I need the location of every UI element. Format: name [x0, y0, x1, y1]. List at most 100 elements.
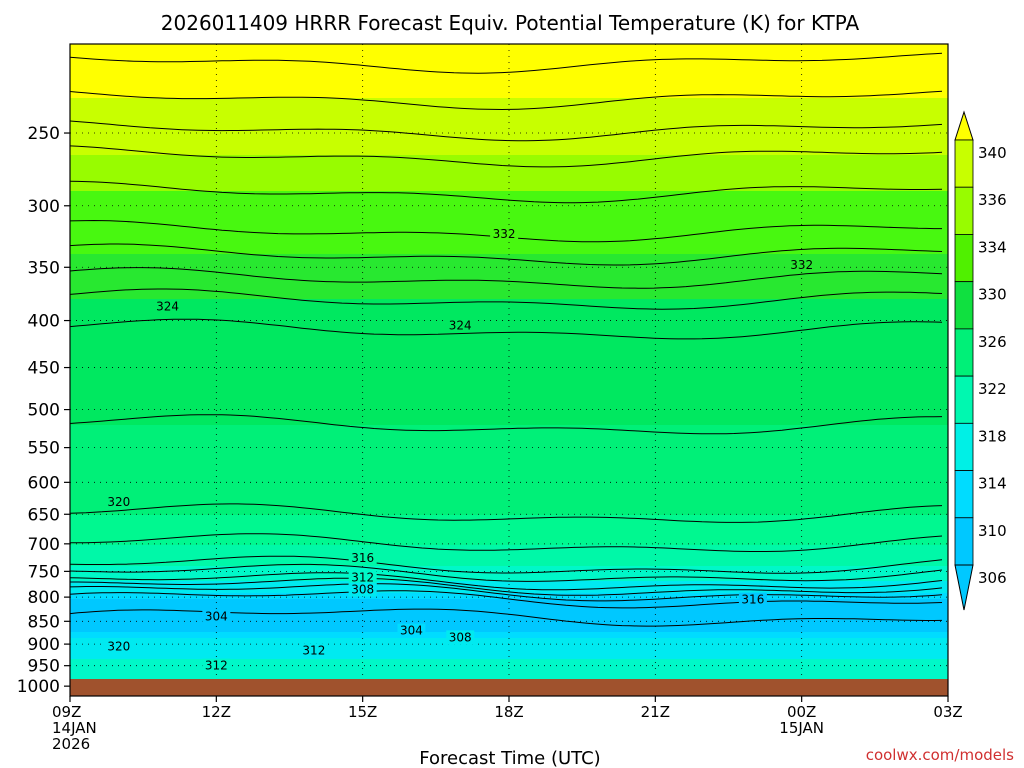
theta-band	[70, 224, 948, 228]
y-tick-label: 500	[28, 401, 60, 421]
theta-band	[70, 626, 948, 630]
theta-band	[70, 647, 948, 651]
theta-band	[70, 386, 948, 390]
theta-band	[70, 578, 948, 582]
x-tick-label: 03Z	[933, 703, 962, 721]
theta-band	[70, 215, 948, 219]
x-tick-label-line: 21Z	[641, 703, 670, 721]
x-tick-label-line: 12Z	[202, 703, 231, 721]
theta-band	[70, 521, 948, 525]
contour-label-bg	[104, 494, 133, 509]
theta-band	[70, 188, 948, 192]
theta-band	[70, 560, 948, 564]
contour-label: 312	[299, 643, 328, 658]
theta-band	[70, 302, 948, 306]
theta-band	[70, 182, 948, 186]
contour-label: 332	[787, 257, 816, 272]
theta-band	[70, 98, 948, 102]
theta-band	[70, 575, 948, 579]
theta-band	[70, 671, 948, 675]
theta-band	[70, 314, 948, 318]
theta-band	[70, 113, 948, 117]
theta-band	[70, 200, 948, 204]
x-tick-label: 15Z	[348, 703, 377, 721]
theta-band	[70, 572, 948, 576]
theta-band	[70, 338, 948, 342]
theta-band	[70, 344, 948, 348]
contour-label: 324	[446, 318, 475, 333]
theta-band	[70, 536, 948, 540]
colorbar-segment	[954, 328, 974, 377]
colorbar-segment	[954, 422, 974, 471]
theta-band	[70, 329, 948, 333]
contour-label-text: 312	[205, 659, 228, 673]
theta-band	[70, 173, 948, 177]
colorbar-label: 306	[978, 569, 1007, 587]
theta-band	[70, 569, 948, 573]
theta-band	[70, 677, 948, 681]
colorbar-segment	[954, 281, 974, 330]
theta-band	[70, 557, 948, 561]
theta-band	[70, 251, 948, 255]
theta-band	[70, 584, 948, 588]
theta-band	[70, 611, 948, 615]
contour-label: 308	[348, 582, 377, 597]
theta-band	[70, 170, 948, 174]
theta-band	[70, 380, 948, 384]
theta-band	[70, 197, 948, 201]
theta-band	[70, 620, 948, 624]
contour-label: 316	[738, 592, 767, 607]
theta-band	[70, 59, 948, 63]
x-tick-label: 18Z	[494, 703, 523, 721]
theta-band	[70, 287, 948, 291]
contour-label-bg	[446, 630, 475, 645]
x-tick-label: 21Z	[641, 703, 670, 721]
theta-band	[70, 515, 948, 519]
theta-band	[70, 614, 948, 618]
contour-label-bg	[348, 582, 377, 597]
y-tick-label: 650	[28, 505, 60, 525]
theta-band	[70, 539, 948, 543]
theta-band	[70, 290, 948, 294]
colorbar-segment	[954, 375, 974, 424]
theta-band	[70, 374, 948, 378]
contour-label: 320	[104, 494, 133, 509]
y-axis: 250 300 350 400 450 500 550 600 650 700 750 800 850 9…	[17, 124, 70, 697]
contour-line	[70, 555, 943, 574]
theta-band	[70, 599, 948, 603]
theta-band	[70, 158, 948, 162]
contour-line	[70, 52, 943, 74]
theta-band	[70, 275, 948, 279]
contour-line	[70, 180, 943, 204]
x-tick-label-line: 14JAN	[52, 719, 97, 737]
theta-band	[70, 617, 948, 621]
theta-band	[70, 368, 948, 372]
theta-band	[70, 332, 948, 336]
theta-band	[70, 143, 948, 147]
theta-band	[70, 347, 948, 351]
theta-band	[70, 512, 948, 516]
contour-line	[70, 533, 943, 552]
colorbar-segment	[954, 517, 974, 566]
credit-link[interactable]: coolwx.com/models	[866, 746, 1014, 764]
contour-label-text: 332	[790, 258, 813, 272]
theta-band	[70, 566, 948, 570]
colorbar-label: 340	[978, 144, 1007, 162]
contour-label-bg	[446, 318, 475, 333]
contour-line	[70, 414, 943, 435]
y-tick-label: 800	[28, 588, 60, 608]
theta-band	[70, 269, 948, 273]
y-tick-label: 950	[28, 657, 60, 677]
colorbar-segment	[954, 186, 974, 235]
theta-band	[70, 638, 948, 642]
theta-band	[70, 110, 948, 114]
contour-label-bg	[348, 550, 377, 565]
theta-band	[70, 425, 948, 429]
contour-label-bg	[738, 592, 767, 607]
theta-band	[70, 335, 948, 339]
theta-band	[70, 284, 948, 288]
contour-line	[70, 503, 943, 523]
theta-band	[70, 206, 948, 210]
theta-band	[70, 101, 948, 105]
theta-band	[70, 635, 948, 639]
